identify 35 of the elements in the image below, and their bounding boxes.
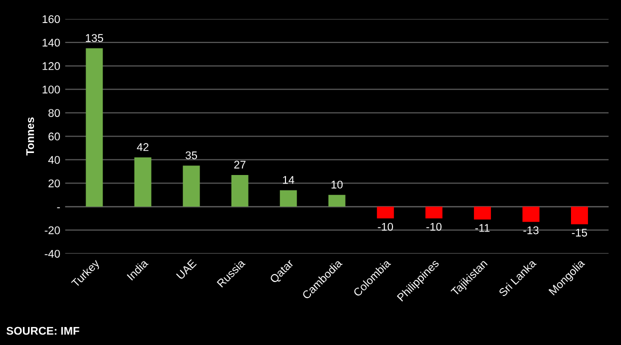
y-tick-label: 20 [48, 179, 60, 188]
data-label: 42 [136, 143, 148, 151]
data-label: 135 [86, 34, 104, 42]
source-note: SOURCE: IMF [6, 326, 80, 335]
data-label: -13 [523, 226, 538, 234]
bar [231, 174, 248, 207]
bar [376, 206, 394, 218]
bar [182, 166, 200, 207]
bar [570, 206, 588, 224]
y-tick-label: 160 [42, 15, 60, 24]
bar [280, 190, 297, 207]
y-tick-label: 100 [42, 86, 60, 94]
data-label: 35 [186, 151, 198, 160]
bar [522, 206, 540, 222]
data-label: 14 [283, 176, 294, 184]
bar [86, 48, 103, 207]
data-label: 10 [332, 180, 343, 189]
y-tick-label: 140 [42, 38, 60, 47]
data-label: 27 [234, 160, 246, 169]
y-tick-label: 120 [42, 62, 60, 70]
y-tick-label: - [57, 207, 60, 208]
y-tick-label: -40 [44, 250, 60, 258]
y-tick-label: -20 [44, 226, 60, 234]
data-label: -10 [378, 222, 394, 231]
data-label: -10 [426, 222, 442, 231]
bar [425, 206, 442, 218]
data-label: -11 [475, 224, 490, 232]
bar [134, 157, 152, 207]
y-tick-label: 40 [48, 156, 60, 164]
data-label: -15 [572, 228, 588, 237]
y-tick-label: 60 [48, 132, 60, 140]
bar [328, 194, 346, 207]
y-tick-label: 80 [48, 109, 60, 117]
y-axis-title: Tonnes [26, 117, 34, 156]
bar [474, 206, 491, 220]
